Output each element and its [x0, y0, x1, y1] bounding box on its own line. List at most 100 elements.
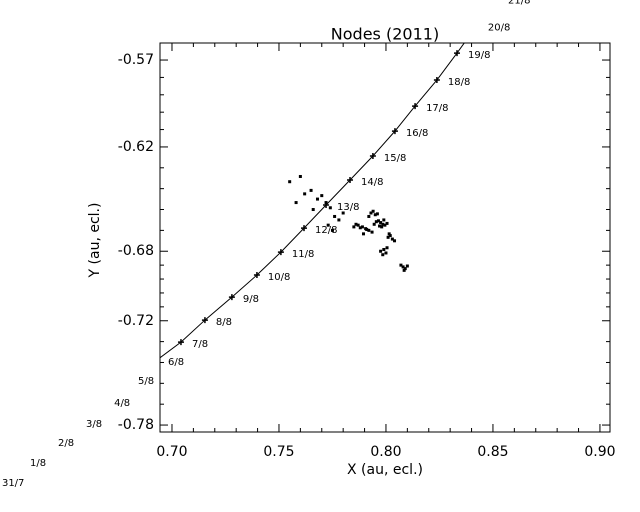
node-point: [367, 214, 371, 218]
date-marker: [277, 249, 284, 256]
date-marker: [16, 458, 22, 464]
node-point: [387, 232, 391, 236]
node-point: [402, 268, 406, 272]
date-label: 31/7: [2, 478, 24, 489]
date-label: 17/8: [426, 103, 448, 114]
node-point: [371, 209, 375, 213]
node-point: [311, 208, 315, 212]
node-point: [385, 221, 389, 225]
x-tick-label: 0.90: [584, 444, 615, 460]
node-point: [390, 237, 394, 241]
date-label: 3/8: [86, 419, 102, 430]
x-tick-label: 0.85: [477, 444, 508, 460]
date-label: 15/8: [384, 153, 406, 164]
node-point: [405, 264, 409, 268]
date-label: 9/8: [243, 294, 259, 305]
node-point: [361, 232, 365, 236]
date-marker: [72, 419, 78, 425]
date-label: 1/8: [30, 458, 46, 469]
plot-area: [16, 0, 500, 464]
node-point: [381, 253, 385, 257]
node-point: [294, 201, 298, 205]
date-marker: [100, 398, 106, 404]
node-point: [380, 225, 384, 229]
date-marker: [177, 339, 184, 346]
node-point: [382, 218, 386, 222]
node-point: [376, 219, 380, 223]
date-marker: [201, 317, 208, 324]
node-point: [382, 247, 386, 251]
node-point: [354, 222, 358, 226]
node-point: [388, 234, 392, 238]
date-marker: [124, 376, 130, 382]
date-label: 5/8: [138, 376, 154, 387]
node-point: [303, 192, 307, 196]
node-point: [320, 194, 324, 198]
y-tick-label: -0.57: [118, 52, 154, 68]
x-axis-label: X (au, ecl.): [347, 462, 423, 478]
node-point: [315, 197, 319, 201]
date-marker: [369, 152, 376, 159]
node-point: [341, 211, 345, 215]
date-label: 20/8: [488, 22, 510, 33]
date-marker: [494, 0, 500, 1]
date-label: 6/8: [168, 357, 184, 368]
node-point: [378, 224, 382, 228]
date-marker: [160, 359, 161, 361]
date-label: 21/8: [508, 0, 530, 6]
node-point: [373, 213, 377, 217]
node-point: [379, 221, 383, 225]
trajectory-line: [160, 43, 465, 359]
date-marker: [228, 294, 235, 301]
y-tick-label: -0.72: [118, 313, 154, 329]
node-point: [367, 228, 371, 232]
node-point: [328, 206, 332, 210]
y-axis-label: Y (au, ecl.): [87, 203, 103, 279]
node-point: [298, 174, 302, 178]
date-label: 14/8: [361, 177, 383, 188]
node-point: [401, 265, 405, 269]
node-point: [352, 225, 356, 229]
date-marker: [391, 128, 398, 135]
node-point: [372, 222, 376, 226]
date-marker: [412, 103, 419, 110]
node-point: [337, 218, 341, 222]
node-point: [356, 223, 360, 227]
x-tick-label: 0.75: [263, 444, 294, 460]
date-label: 18/8: [448, 77, 470, 88]
date-marker: [454, 50, 461, 57]
node-point: [393, 239, 397, 243]
node-point: [288, 180, 292, 184]
node-point: [333, 214, 337, 218]
node-point: [383, 223, 387, 227]
node-point: [324, 201, 328, 205]
y-tick-label: -0.68: [118, 243, 154, 259]
y-tick-label: -0.62: [118, 139, 154, 155]
date-marker: [44, 438, 50, 444]
node-point: [399, 263, 403, 267]
date-marker: [253, 272, 260, 279]
node-point: [385, 246, 389, 250]
date-marker: [433, 77, 440, 84]
node-point: [403, 267, 407, 271]
date-label: 10/8: [268, 272, 290, 283]
date-label: 12/8: [315, 225, 337, 236]
node-point: [370, 230, 374, 234]
date-label: 13/8: [337, 202, 359, 213]
node-point: [326, 223, 330, 227]
node-point: [375, 212, 379, 216]
date-label: 16/8: [406, 128, 428, 139]
node-point: [365, 228, 369, 232]
node-point: [330, 228, 334, 232]
node-point: [384, 251, 388, 255]
node-point: [374, 220, 378, 224]
date-label: 19/8: [468, 50, 490, 61]
date-marker: [347, 176, 354, 183]
node-point: [360, 225, 364, 229]
date-label: 2/8: [58, 438, 74, 449]
date-label: 7/8: [192, 339, 208, 350]
date-marker: [474, 22, 480, 28]
date-label: 8/8: [216, 317, 232, 328]
node-point: [379, 249, 383, 253]
